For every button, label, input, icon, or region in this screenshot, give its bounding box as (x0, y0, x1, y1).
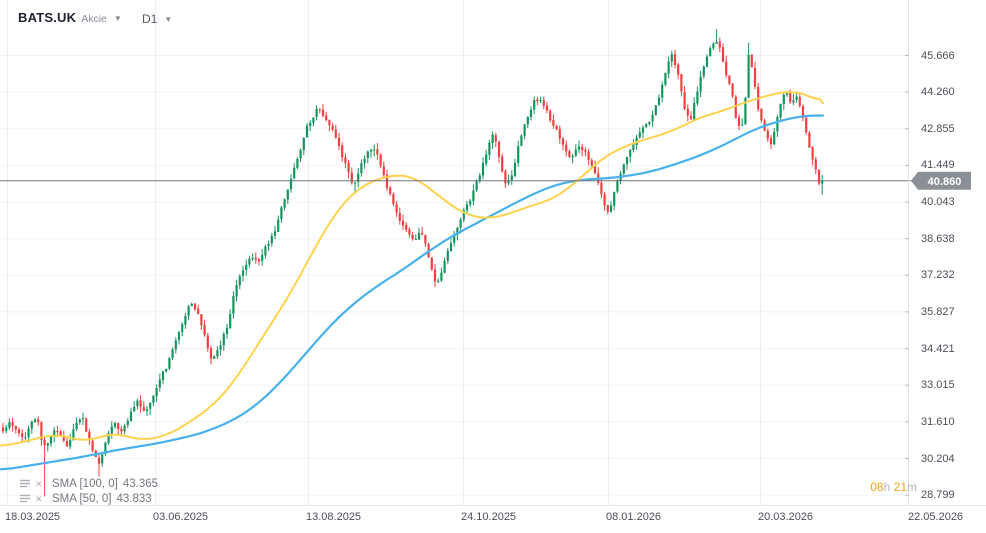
chevron-down-icon: ▼ (164, 15, 173, 24)
price-tick-label: 44.260 (921, 86, 955, 99)
date-tick-label: 18.03.2025 (5, 511, 61, 523)
price-tick-label: 45.666 (921, 49, 955, 62)
indicator-label: SMA [50, 0] (52, 493, 112, 505)
indicator-settings-icon[interactable] (20, 494, 31, 505)
countdown-minutes: 21 (893, 480, 907, 494)
chart-toolbar: BATS.UK Akcie ▼ D1 ▼ (0, 0, 986, 30)
price-tick-label: 42.855 (921, 122, 955, 135)
instrument-type-label: Akcie (81, 13, 107, 25)
last-price-badge: 40.860 (911, 171, 971, 190)
symbol-selector[interactable]: BATS.UK Akcie ▼ (18, 9, 122, 27)
timeframe-label: D1 (142, 12, 158, 26)
indicator-value: 43.365 (122, 478, 159, 490)
price-tick-label: 30.204 (921, 452, 955, 465)
axis-borders (0, 0, 986, 506)
last-price-badge-value: 40.860 (928, 176, 962, 188)
timeframe-selector[interactable]: D1 ▼ (142, 10, 172, 28)
countdown-hours-unit: h (883, 480, 891, 494)
indicator-remove-icon[interactable]: ✕ (35, 479, 43, 489)
indicator-legend: ✕ SMA [100, 0] 43.365 ✕ SMA [50, 0] 43.8… (20, 477, 158, 507)
date-tick-label: 20.03.2026 (758, 511, 814, 523)
price-tick-label: 34.421 (921, 342, 955, 355)
date-tick-label: 08.01.2026 (606, 511, 662, 523)
price-tick-label: 28.799 (921, 489, 955, 502)
date-tick-label: 03.06.2025 (153, 511, 209, 523)
price-tick-label: 37.232 (921, 269, 955, 282)
last-price-badge-shape (911, 171, 971, 190)
chevron-down-icon: ▼ (113, 14, 122, 23)
countdown-hours: 08 (870, 480, 884, 494)
legend-row-sma50: ✕ SMA [50, 0] 43.833 (20, 492, 158, 506)
indicator-label: SMA [100, 0] (52, 478, 118, 490)
indicator-remove-icon[interactable]: ✕ (35, 494, 43, 504)
date-tick-label: 22.05.2026 (908, 511, 964, 523)
countdown-minutes-unit: m (907, 480, 917, 494)
symbol-name: BATS.UK (18, 10, 77, 25)
price-tick-label: 31.610 (921, 415, 955, 428)
indicator-settings-icon[interactable] (20, 479, 31, 490)
price-tick-label: 40.043 (921, 196, 955, 209)
price-tick-label: 41.449 (921, 159, 955, 172)
indicator-value: 43.833 (116, 493, 152, 505)
legend-row-sma100: ✕ SMA [100, 0] 43.365 (20, 477, 158, 491)
sma-lines-layer (0, 91, 825, 471)
date-tick-label: 13.08.2025 (306, 511, 362, 523)
price-tick-label: 38.638 (921, 232, 955, 245)
bar-close-countdown: 08h 21m (870, 480, 917, 494)
price-tick-label: 35.827 (921, 305, 955, 318)
grid-layer (0, 0, 908, 505)
date-tick-label: 24.10.2025 (461, 511, 517, 523)
price-tick-label: 33.015 (921, 379, 955, 392)
